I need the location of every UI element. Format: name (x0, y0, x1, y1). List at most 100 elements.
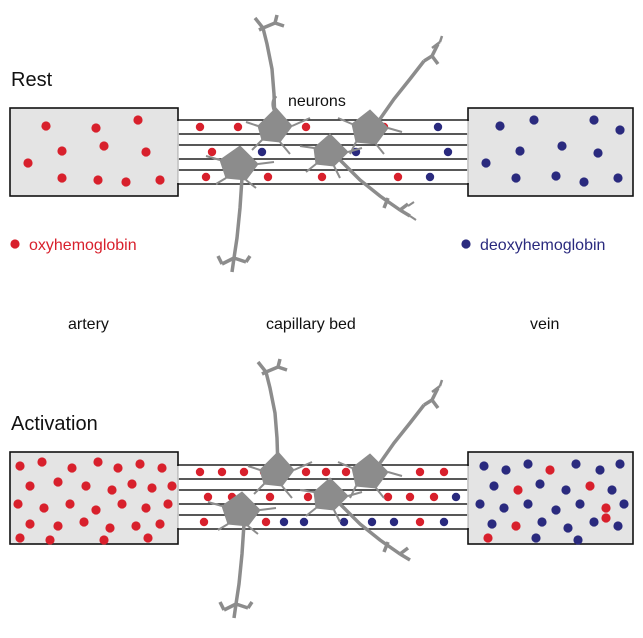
activation-neuron-body-2 (351, 453, 389, 489)
oxy-cell (483, 533, 493, 543)
rest-neuron-body-2 (351, 109, 389, 145)
oxy-cell (303, 492, 313, 502)
rest-neurons (205, 14, 444, 273)
oxy-cell (143, 533, 153, 543)
oxy-cell (301, 467, 311, 477)
oxy-cell (121, 177, 131, 187)
oxy-cell (127, 479, 137, 489)
activation-vein-cells (475, 459, 629, 545)
rest-vein-deoxy-cells (481, 115, 625, 187)
oxy-cell (15, 461, 25, 471)
deoxy-cell (523, 459, 533, 469)
deoxy-cell (613, 173, 623, 183)
activation-panel: Activation (9, 358, 634, 619)
oxy-cell (429, 492, 439, 502)
oxy-cell (107, 485, 117, 495)
deoxy-cell (561, 485, 571, 495)
rest-neuron-body-1 (257, 107, 293, 143)
oxy-cell (65, 499, 75, 509)
rest-artery-oxy-cells (23, 115, 165, 187)
deoxy-cell (481, 158, 491, 168)
oxy-cell (601, 503, 611, 513)
activation-capillary-cells (195, 467, 461, 527)
deoxy-cell (487, 519, 497, 529)
oxy-cell (67, 463, 77, 473)
oxy-cell (513, 485, 523, 495)
deoxy-cell (433, 122, 443, 132)
oxy-cell (57, 173, 67, 183)
deoxy-cell (389, 517, 399, 527)
oxy-cell (157, 463, 167, 473)
capillary-bed-label: capillary bed (266, 316, 356, 333)
deoxy-cell (299, 517, 309, 527)
activation-neuron-body-4 (221, 491, 261, 527)
deoxy-cell (537, 517, 547, 527)
deoxy-cell (425, 172, 435, 182)
oxy-cell (45, 535, 55, 545)
oxy-cell (99, 535, 109, 545)
legend-oxy-label: oxyhemoglobin (29, 237, 137, 254)
oxy-cell (545, 465, 555, 475)
rest-title: Rest (11, 69, 53, 91)
oxy-cell (99, 141, 109, 151)
deoxy-cell (535, 479, 545, 489)
oxy-cell (41, 121, 51, 131)
red-dot-icon (10, 239, 20, 249)
rest-vein (467, 107, 634, 197)
legend: oxyhemoglobin deoxyhemoglobin (10, 237, 605, 254)
oxy-cell (117, 499, 127, 509)
oxy-cell (217, 467, 227, 477)
oxy-cell (233, 122, 243, 132)
oxy-cell (321, 467, 331, 477)
activation-title: Activation (11, 413, 98, 435)
rest-artery (9, 107, 179, 197)
vein-label: vein (530, 316, 559, 333)
oxy-cell (261, 517, 271, 527)
deoxy-cell (523, 499, 533, 509)
oxy-cell (91, 505, 101, 515)
deoxy-cell (531, 533, 541, 543)
artery-label: artery (68, 316, 109, 333)
oxy-cell (511, 521, 521, 531)
oxy-cell (405, 492, 415, 502)
deoxy-cell (573, 535, 583, 545)
deoxy-cell (615, 459, 625, 469)
oxy-cell (263, 172, 273, 182)
oxy-cell (439, 467, 449, 477)
legend-deoxy-label: deoxyhemoglobin (480, 237, 605, 254)
oxy-cell (195, 467, 205, 477)
oxy-cell (135, 459, 145, 469)
oxy-cell (141, 503, 151, 513)
deoxy-cell (511, 173, 521, 183)
oxy-cell (37, 457, 47, 467)
oxy-cell (131, 521, 141, 531)
deoxy-cell (367, 517, 377, 527)
oxy-cell (167, 481, 177, 491)
activation-artery-oxy-cells (13, 457, 177, 545)
oxy-cell (13, 499, 23, 509)
oxy-cell (155, 175, 165, 185)
oxy-cell (79, 517, 89, 527)
deoxy-cell (551, 505, 561, 515)
oxy-cell (341, 467, 351, 477)
rest-panel: Rest (9, 14, 634, 273)
deoxy-cell (257, 147, 267, 157)
deoxy-cell (593, 148, 603, 158)
oxy-cell (601, 513, 611, 523)
oxy-cell (93, 175, 103, 185)
deoxy-cell (607, 485, 617, 495)
deoxy-cell (589, 517, 599, 527)
deoxy-cell (551, 171, 561, 181)
oxy-cell (585, 481, 595, 491)
deoxy-cell (589, 115, 599, 125)
deoxy-cell (571, 459, 581, 469)
oxy-cell (239, 467, 249, 477)
oxy-cell (91, 123, 101, 133)
section-labels: artery capillary bed vein (68, 316, 559, 333)
oxy-cell (105, 523, 115, 533)
deoxy-cell (575, 499, 585, 509)
oxy-cell (39, 503, 49, 513)
neurons-label: neurons (288, 93, 346, 110)
oxy-cell (317, 172, 327, 182)
oxy-cell (203, 492, 213, 502)
